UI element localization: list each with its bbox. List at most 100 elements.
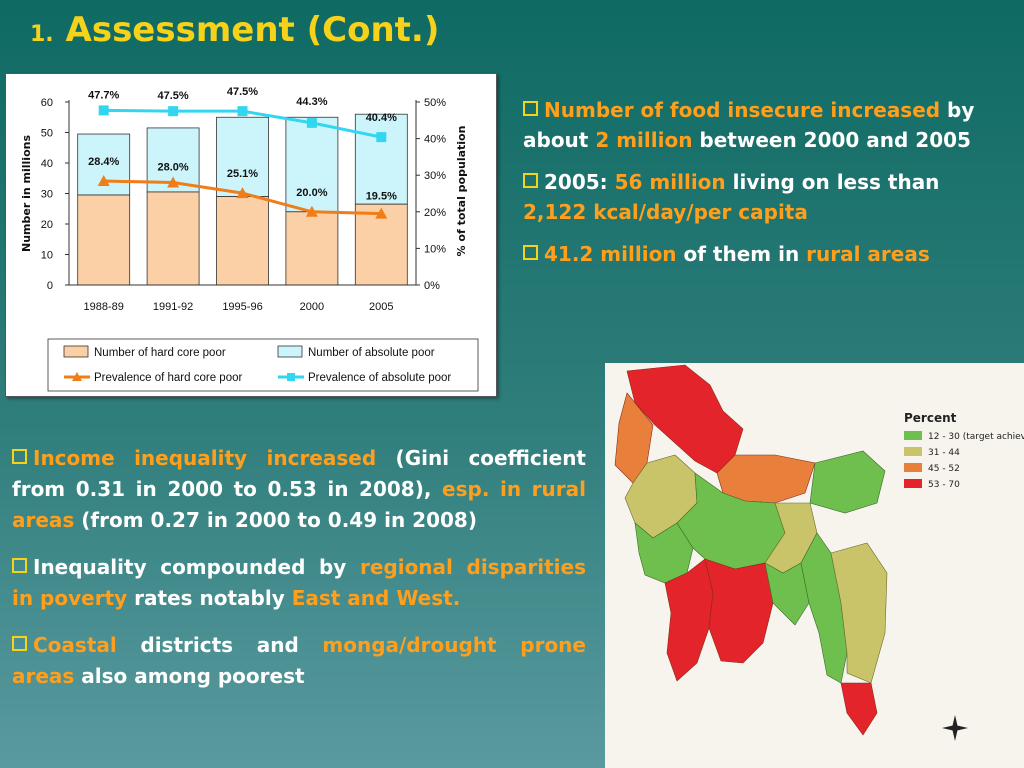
data-label: 25.1% bbox=[227, 168, 258, 180]
slide-number: 1. bbox=[30, 22, 54, 47]
data-label: 47.5% bbox=[157, 90, 188, 102]
line-marker-square bbox=[376, 132, 387, 143]
compass-rose bbox=[942, 715, 968, 741]
bullets-left-item: Income inequality increased (Gini coeffi… bbox=[12, 443, 586, 536]
x-tick-label: 1995-96 bbox=[222, 301, 262, 313]
legend-label: Prevalence of hard core poor bbox=[94, 372, 242, 384]
legend-label: 12 - 30 (target achieved) bbox=[928, 432, 1024, 442]
legend-swatch bbox=[63, 345, 89, 358]
line-marker-square bbox=[98, 105, 109, 116]
bullet-text: 2,122 kcal/day/per capita bbox=[523, 200, 808, 224]
bar-hard-core-poor bbox=[216, 196, 269, 286]
y2-tick-label: 50% bbox=[424, 97, 446, 109]
bar-hard-core-poor bbox=[77, 194, 131, 286]
x-tick-label: 2005 bbox=[369, 301, 393, 313]
legend-swatch bbox=[277, 345, 303, 358]
bullet-text: 56 million bbox=[614, 170, 726, 194]
map-legend-title: Percent bbox=[904, 411, 957, 425]
line-marker-square bbox=[237, 106, 248, 117]
checkbox-bullet-icon bbox=[523, 245, 538, 260]
y-tick-label: 20 bbox=[41, 219, 53, 231]
bullet-text: districts and bbox=[116, 633, 323, 657]
bullet-text: Coastal bbox=[33, 633, 117, 657]
bullets-right-item: 41.2 million of them in rural areas bbox=[523, 239, 1001, 269]
bar-hard-core-poor bbox=[146, 191, 200, 286]
y2-axis-label: % of total population bbox=[455, 126, 468, 257]
bullet-text: regional disparities in poverty bbox=[12, 555, 587, 610]
bullet-text: esp. in rural areas bbox=[12, 477, 587, 532]
legend-box bbox=[47, 338, 479, 392]
bullet-text: 41.2 million bbox=[544, 242, 677, 266]
map-region-coxs-bazar bbox=[840, 682, 878, 736]
map-region-barisal bbox=[704, 558, 774, 664]
legend-swatch bbox=[904, 431, 922, 440]
poverty-chart-svg: 0 10 20 30 40 50 60 0% 10% 20% 30% 40% 50% 1988-89 199… bbox=[20, 86, 479, 392]
y2-tick-label: 0% bbox=[424, 280, 440, 292]
legend-label: 31 - 44 bbox=[928, 448, 960, 458]
bullets-left-item: Inequality compounded by regional dispar… bbox=[12, 552, 586, 614]
poverty-map: Percent 12 - 30 (target achieved) 31 - 4… bbox=[605, 363, 1024, 768]
data-label: 47.7% bbox=[88, 89, 119, 101]
y-tick-label: 0 bbox=[47, 280, 53, 292]
x-tick-label: 2000 bbox=[300, 301, 324, 313]
x-tick-label: 1991-92 bbox=[153, 301, 193, 313]
data-label: 40.4% bbox=[366, 112, 397, 124]
bullet-text: Number of food insecure increased bbox=[544, 98, 941, 122]
bullet-text: also among poorest bbox=[74, 664, 305, 688]
y2-tick-label: 20% bbox=[424, 207, 446, 219]
bar-absolute-poor bbox=[285, 116, 339, 213]
map-legend-item: 45 - 52 bbox=[904, 463, 960, 474]
map-region-noakhali bbox=[764, 562, 810, 626]
checkbox-bullet-icon bbox=[12, 558, 27, 573]
bullet-text: by about bbox=[523, 98, 975, 152]
y-tick-label: 40 bbox=[41, 158, 53, 170]
map-legend-item: 53 - 70 bbox=[904, 479, 960, 490]
line-marker-triangle bbox=[305, 205, 318, 217]
bullet-text: between 2000 and 2005 bbox=[692, 128, 971, 152]
data-label: 44.3% bbox=[296, 96, 327, 108]
legend-label: 45 - 52 bbox=[928, 464, 960, 474]
y-tick-label: 60 bbox=[41, 97, 53, 109]
y-tick-label: 30 bbox=[41, 189, 53, 201]
y2-tick-label: 10% bbox=[424, 243, 446, 255]
line-marker-triangle bbox=[375, 207, 388, 219]
map-region-chittagong bbox=[800, 532, 848, 684]
checkbox-bullet-icon bbox=[523, 173, 538, 188]
bullet-text: rural areas bbox=[806, 242, 930, 266]
checkbox-bullet-icon bbox=[12, 449, 27, 464]
line-marker-triangle bbox=[236, 187, 249, 199]
bullet-text: (Gini coefficient from 0.31 in 2000 to 0… bbox=[12, 446, 586, 501]
bullets-right-item: Number of food insecure increased by abo… bbox=[523, 95, 1001, 155]
map-legend-item: 12 - 30 (target achieved) bbox=[904, 431, 1024, 442]
map-region-sylhet bbox=[809, 450, 886, 514]
line-marker-square bbox=[306, 117, 317, 128]
bullet-text: East and West. bbox=[291, 586, 461, 610]
legend-label: Number of absolute poor bbox=[308, 347, 435, 359]
legend-label: Prevalence of absolute poor bbox=[308, 372, 451, 384]
checkbox-bullet-icon bbox=[12, 636, 27, 651]
data-label: 19.5% bbox=[366, 191, 397, 203]
data-label: 20.0% bbox=[296, 187, 327, 199]
slide-title: 1. Assessment (Cont.) bbox=[30, 10, 439, 50]
bar-hard-core-poor bbox=[285, 211, 339, 286]
data-label: 28.0% bbox=[157, 162, 188, 174]
line-marker-square bbox=[168, 106, 179, 117]
data-label: 28.4% bbox=[88, 156, 119, 168]
legend-label: 53 - 70 bbox=[928, 480, 960, 490]
y-tick-label: 10 bbox=[41, 250, 53, 262]
x-tick-label: 1988-89 bbox=[84, 301, 124, 313]
legend-marker bbox=[72, 372, 82, 381]
bullet-text: of them in bbox=[676, 242, 807, 266]
map-region-central-north bbox=[716, 454, 816, 504]
bullets-left-item: Coastal districts and monga/drought pron… bbox=[12, 630, 586, 692]
legend-swatch bbox=[904, 479, 922, 488]
bullet-text: rates notably bbox=[127, 586, 292, 610]
legend-swatch bbox=[904, 463, 922, 472]
poverty-chart: 0 10 20 30 40 50 60 0% 10% 20% 30% 40% 50% 1988-89 199… bbox=[5, 73, 497, 397]
legend-marker bbox=[287, 373, 295, 381]
bullet-text: Inequality compounded by bbox=[33, 555, 360, 579]
bar-absolute-poor bbox=[216, 116, 269, 197]
map-legend-item: 31 - 44 bbox=[904, 447, 960, 458]
data-label: 47.5% bbox=[227, 86, 258, 98]
slide-title-text: Assessment (Cont.) bbox=[65, 10, 440, 50]
